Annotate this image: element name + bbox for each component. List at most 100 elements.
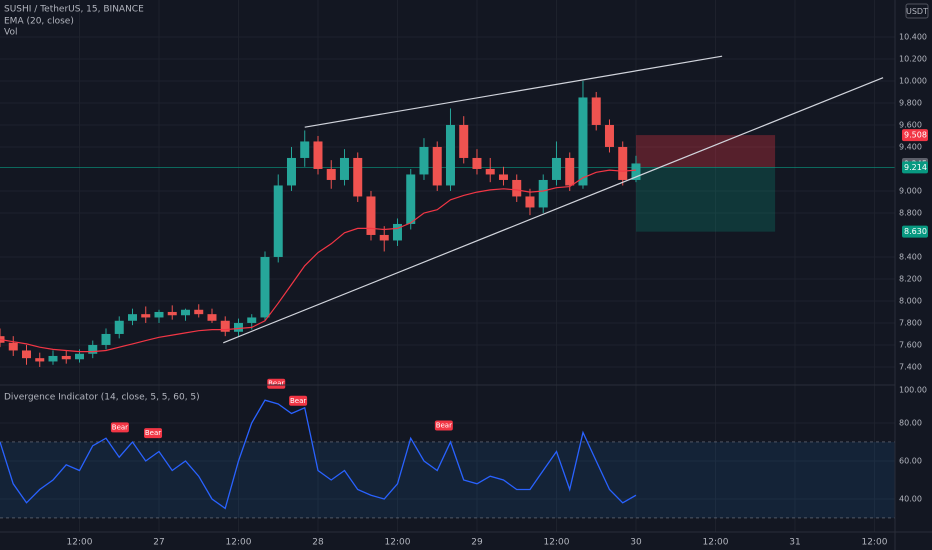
y-tick-label: 100.00 xyxy=(899,386,927,395)
signal-badge xyxy=(289,395,308,406)
x-tick-label: 12:00 xyxy=(226,538,252,548)
x-tick-label: 12:00 xyxy=(385,538,411,548)
candle-body xyxy=(127,314,137,321)
signal-badge xyxy=(267,378,286,389)
signal-badge xyxy=(144,428,163,439)
x-tick-label: 12:00 xyxy=(703,538,729,548)
y-tick-label: 7.800 xyxy=(899,318,922,327)
candle-body xyxy=(366,196,376,235)
x-tick-label: 31 xyxy=(789,538,800,548)
candle-body xyxy=(485,168,495,175)
y-tick-label: 10.400 xyxy=(899,32,927,41)
candle-body xyxy=(512,179,522,197)
candle-body xyxy=(353,157,363,197)
y-tick-label: 9.800 xyxy=(899,98,922,107)
candle-body xyxy=(313,141,323,169)
candle-body xyxy=(498,174,508,180)
price-tag xyxy=(902,129,928,142)
signal-badge xyxy=(110,422,129,433)
signal-label: Bear xyxy=(268,380,284,388)
candle-body xyxy=(260,256,270,318)
candle-body xyxy=(286,157,296,186)
y-tick-label: 9.400 xyxy=(899,142,922,151)
candle-body xyxy=(141,314,151,318)
candle-body xyxy=(604,124,614,147)
x-tick-label: 12:00 xyxy=(861,538,887,548)
x-tick-label: 28 xyxy=(312,538,324,548)
signal-label: Bear xyxy=(145,429,161,437)
candle-body xyxy=(233,322,243,332)
stop-zone xyxy=(635,135,776,168)
candle-body xyxy=(538,179,548,208)
candle-body xyxy=(273,185,283,257)
candle-body xyxy=(591,97,601,125)
signal-label: Bear xyxy=(436,421,452,429)
y-tick-label: 7.400 xyxy=(899,362,922,371)
candle-body xyxy=(61,355,71,360)
candle-body xyxy=(114,320,124,334)
candle-body xyxy=(167,311,177,316)
x-tick-label: 12:00 xyxy=(544,538,570,548)
plot: Bear Bear Bear Bear Bear xyxy=(0,55,895,519)
y-tick-label: 80.00 xyxy=(899,418,922,427)
candle-body xyxy=(392,223,402,241)
oscillator-band xyxy=(0,441,895,518)
candle-body xyxy=(207,314,217,321)
candle-body xyxy=(551,157,561,180)
candle-body xyxy=(74,353,84,360)
candle-body xyxy=(194,309,204,315)
target-zone xyxy=(635,167,776,232)
price-tag-label: 9.508 xyxy=(904,131,927,140)
candle-body xyxy=(180,309,190,316)
candle-body xyxy=(154,311,164,318)
candle-body xyxy=(578,97,588,186)
candle-body xyxy=(326,168,336,180)
candle-body xyxy=(21,350,31,359)
candle-body xyxy=(406,174,416,224)
oscillator-line xyxy=(0,399,637,510)
candle-body xyxy=(472,157,482,169)
candle-body xyxy=(525,196,535,208)
chart-title: SUSHI / TetherUS, 15, BINANCE xyxy=(4,5,144,15)
oscillator-title: Divergence Indicator (14, close, 5, 5, 6… xyxy=(4,393,200,403)
y-tick-label: 9.600 xyxy=(899,120,922,129)
candle-body xyxy=(631,163,641,180)
price-tag-label: 9.214 xyxy=(904,163,927,172)
candle-body xyxy=(419,146,429,175)
x-tick-label: 12:00 xyxy=(67,538,93,548)
candle-body xyxy=(618,146,628,180)
candle-body xyxy=(101,333,111,345)
y-tick-label: 8.800 xyxy=(899,208,922,217)
candle-body xyxy=(445,124,455,186)
price-tag xyxy=(902,161,928,174)
candle-body xyxy=(220,320,230,332)
y-tick-label: 10.000 xyxy=(899,76,927,85)
y-tick-label: 9.000 xyxy=(899,186,922,195)
currency: USDT xyxy=(906,7,928,16)
y-tick-label: 7.600 xyxy=(899,340,922,349)
candle-body xyxy=(247,317,257,323)
y-tick-label: 10.200 xyxy=(899,54,927,63)
currency-box xyxy=(905,3,929,19)
signal-label: Bear xyxy=(112,423,128,431)
y-tick-label: 40.00 xyxy=(899,494,922,503)
trendline xyxy=(223,77,884,344)
candle-body xyxy=(565,157,575,186)
signal-badge xyxy=(434,420,453,431)
candle-body xyxy=(432,146,442,186)
indicator-label: Vol xyxy=(4,28,17,38)
trendline xyxy=(304,55,723,128)
x-tick-label: 27 xyxy=(153,538,164,548)
y-tick-label: 8.400 xyxy=(899,252,922,261)
candle-body xyxy=(300,141,310,158)
candle-body xyxy=(379,234,389,241)
signal-label: Bear xyxy=(290,397,306,405)
price-tag-label: 8.630 xyxy=(904,227,927,236)
candle-body xyxy=(48,355,58,362)
candle-body xyxy=(339,157,349,180)
y-tick-label: 8.200 xyxy=(899,274,922,283)
candle-body xyxy=(88,344,98,354)
indicator-label: EMA (20, close) xyxy=(4,17,74,27)
price-tag xyxy=(902,225,928,238)
